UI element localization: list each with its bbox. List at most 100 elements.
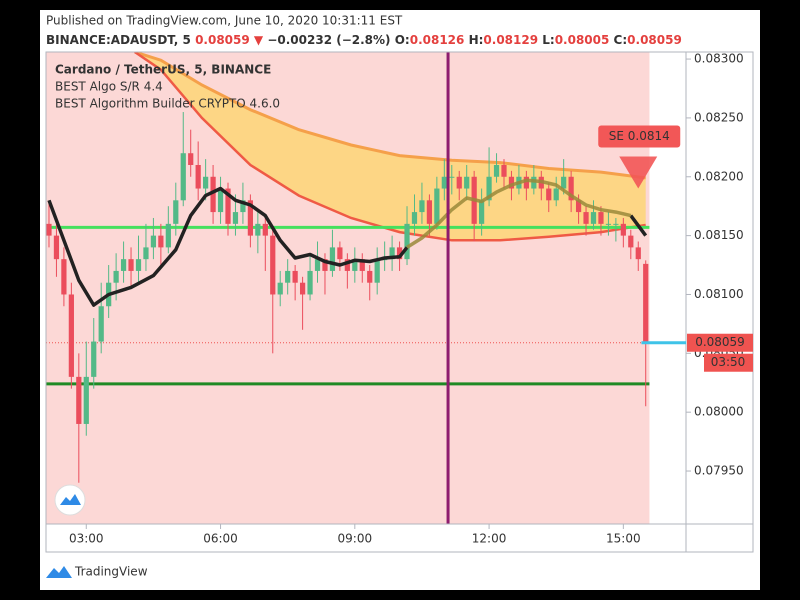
candle-body: [322, 259, 328, 271]
candle-body: [441, 176, 447, 189]
candle-body: [598, 212, 604, 224]
band-lower: [134, 52, 646, 242]
legend-item: Cardano / TetherUS, 5, BINANCE: [55, 63, 271, 77]
candle-body: [508, 176, 515, 189]
candle-body: [479, 200, 485, 224]
candle-body: [285, 270, 291, 283]
chart-logo: [54, 484, 86, 516]
candle-body: [270, 235, 276, 295]
legend-item: BEST Algorithm Builder CRYPTO 4.6.0: [55, 97, 280, 111]
candle-body: [613, 223, 619, 225]
signal-arrow: [619, 156, 658, 189]
candle-body: [150, 235, 157, 248]
band-area: [134, 52, 646, 241]
candle-body: [389, 247, 395, 260]
indicator-line: [47, 186, 648, 307]
candle-body: [247, 200, 253, 236]
candle-body: [359, 259, 365, 271]
candle-body: [367, 270, 373, 283]
candle-body: [120, 259, 127, 271]
candle-body: [91, 341, 97, 377]
candle-body: [158, 235, 164, 248]
candle-body: [426, 200, 433, 224]
l-value: 0.08005: [555, 33, 610, 47]
h-value: 0.08129: [483, 33, 538, 47]
candle-body: [46, 223, 52, 236]
x-tick-label: 09:00: [338, 532, 373, 546]
candle-body: [352, 259, 358, 271]
footer-logo[interactable]: TradingView: [46, 565, 148, 579]
overlay: Cardano / TetherUS, 5, BINANCE BEST Algo…: [45, 51, 754, 579]
candle-body: [314, 259, 321, 271]
y-tick-label: 0.08150: [694, 228, 744, 242]
candle-body: [635, 247, 641, 260]
candle-body: [53, 235, 60, 260]
candle-body: [98, 306, 104, 342]
candle-body: [590, 212, 597, 224]
candle-body: [68, 294, 74, 377]
candle-body: [299, 282, 306, 295]
o-label: O:: [395, 33, 410, 47]
candle-body: [456, 176, 462, 189]
y-tick-label: 0.08200: [694, 169, 744, 183]
candle-body: [575, 200, 582, 213]
y-tick-label: 0.08250: [694, 110, 744, 124]
candle-body: [203, 176, 209, 189]
candle-body: [337, 247, 343, 260]
candle-body: [61, 259, 67, 295]
signal-box: [598, 125, 681, 148]
candle-body: [374, 259, 380, 283]
x-tick-label: 03:00: [69, 532, 104, 546]
candle-body: [255, 223, 261, 236]
candle-body: [225, 188, 231, 224]
candle-body: [643, 263, 649, 343]
candle-body: [277, 282, 283, 295]
candle-body: [620, 223, 626, 236]
candle-body: [419, 200, 425, 213]
l-label: L:: [542, 33, 554, 47]
y-tick-label: 0.08000: [694, 405, 744, 419]
y-tick-label: 0.07950: [694, 464, 744, 478]
candle-body: [501, 164, 507, 177]
candle-body: [523, 176, 529, 189]
candle-body: [128, 259, 134, 271]
last: 0.08059: [195, 33, 250, 47]
countdown-box: [704, 353, 753, 372]
candle-body: [493, 164, 500, 177]
candle-body: [396, 247, 403, 260]
candle-body: [628, 235, 634, 248]
published: Published on TradingView.com, June 10, 2…: [46, 14, 403, 28]
candle-body: [262, 223, 268, 236]
candle-body: [180, 153, 186, 201]
candle-body: [546, 188, 552, 201]
candle-body: [583, 212, 589, 224]
candle-body: [292, 270, 298, 283]
frame: [45, 51, 754, 553]
candle-body: [195, 164, 201, 189]
candle-body: [605, 223, 612, 225]
c-value: 0.08059: [627, 33, 682, 47]
candle-body: [135, 259, 142, 271]
candle-body: [464, 176, 470, 189]
candle-body: [113, 270, 119, 283]
footer-text[interactable]: TradingView: [74, 565, 148, 579]
o-value: 0.08126: [410, 33, 465, 47]
candle-body: [449, 176, 455, 178]
arrow: ▼: [254, 33, 264, 47]
price-label: 0.08059: [695, 335, 745, 349]
candle-body: [210, 176, 216, 213]
price-label-box: [687, 333, 753, 352]
candle-body: [217, 188, 224, 213]
candle-body: [486, 176, 492, 201]
candle-body: [411, 212, 418, 224]
candle-body: [344, 259, 350, 271]
y-tick-label: 0.08100: [694, 287, 744, 301]
band-upper: [134, 52, 646, 180]
candle-body: [561, 176, 567, 189]
candle-body: [568, 176, 574, 201]
candle-body: [143, 247, 149, 260]
candle-body: [173, 200, 179, 224]
candle-body: [307, 270, 313, 295]
legend-item: BEST Algo S/R 4.4: [55, 80, 163, 94]
